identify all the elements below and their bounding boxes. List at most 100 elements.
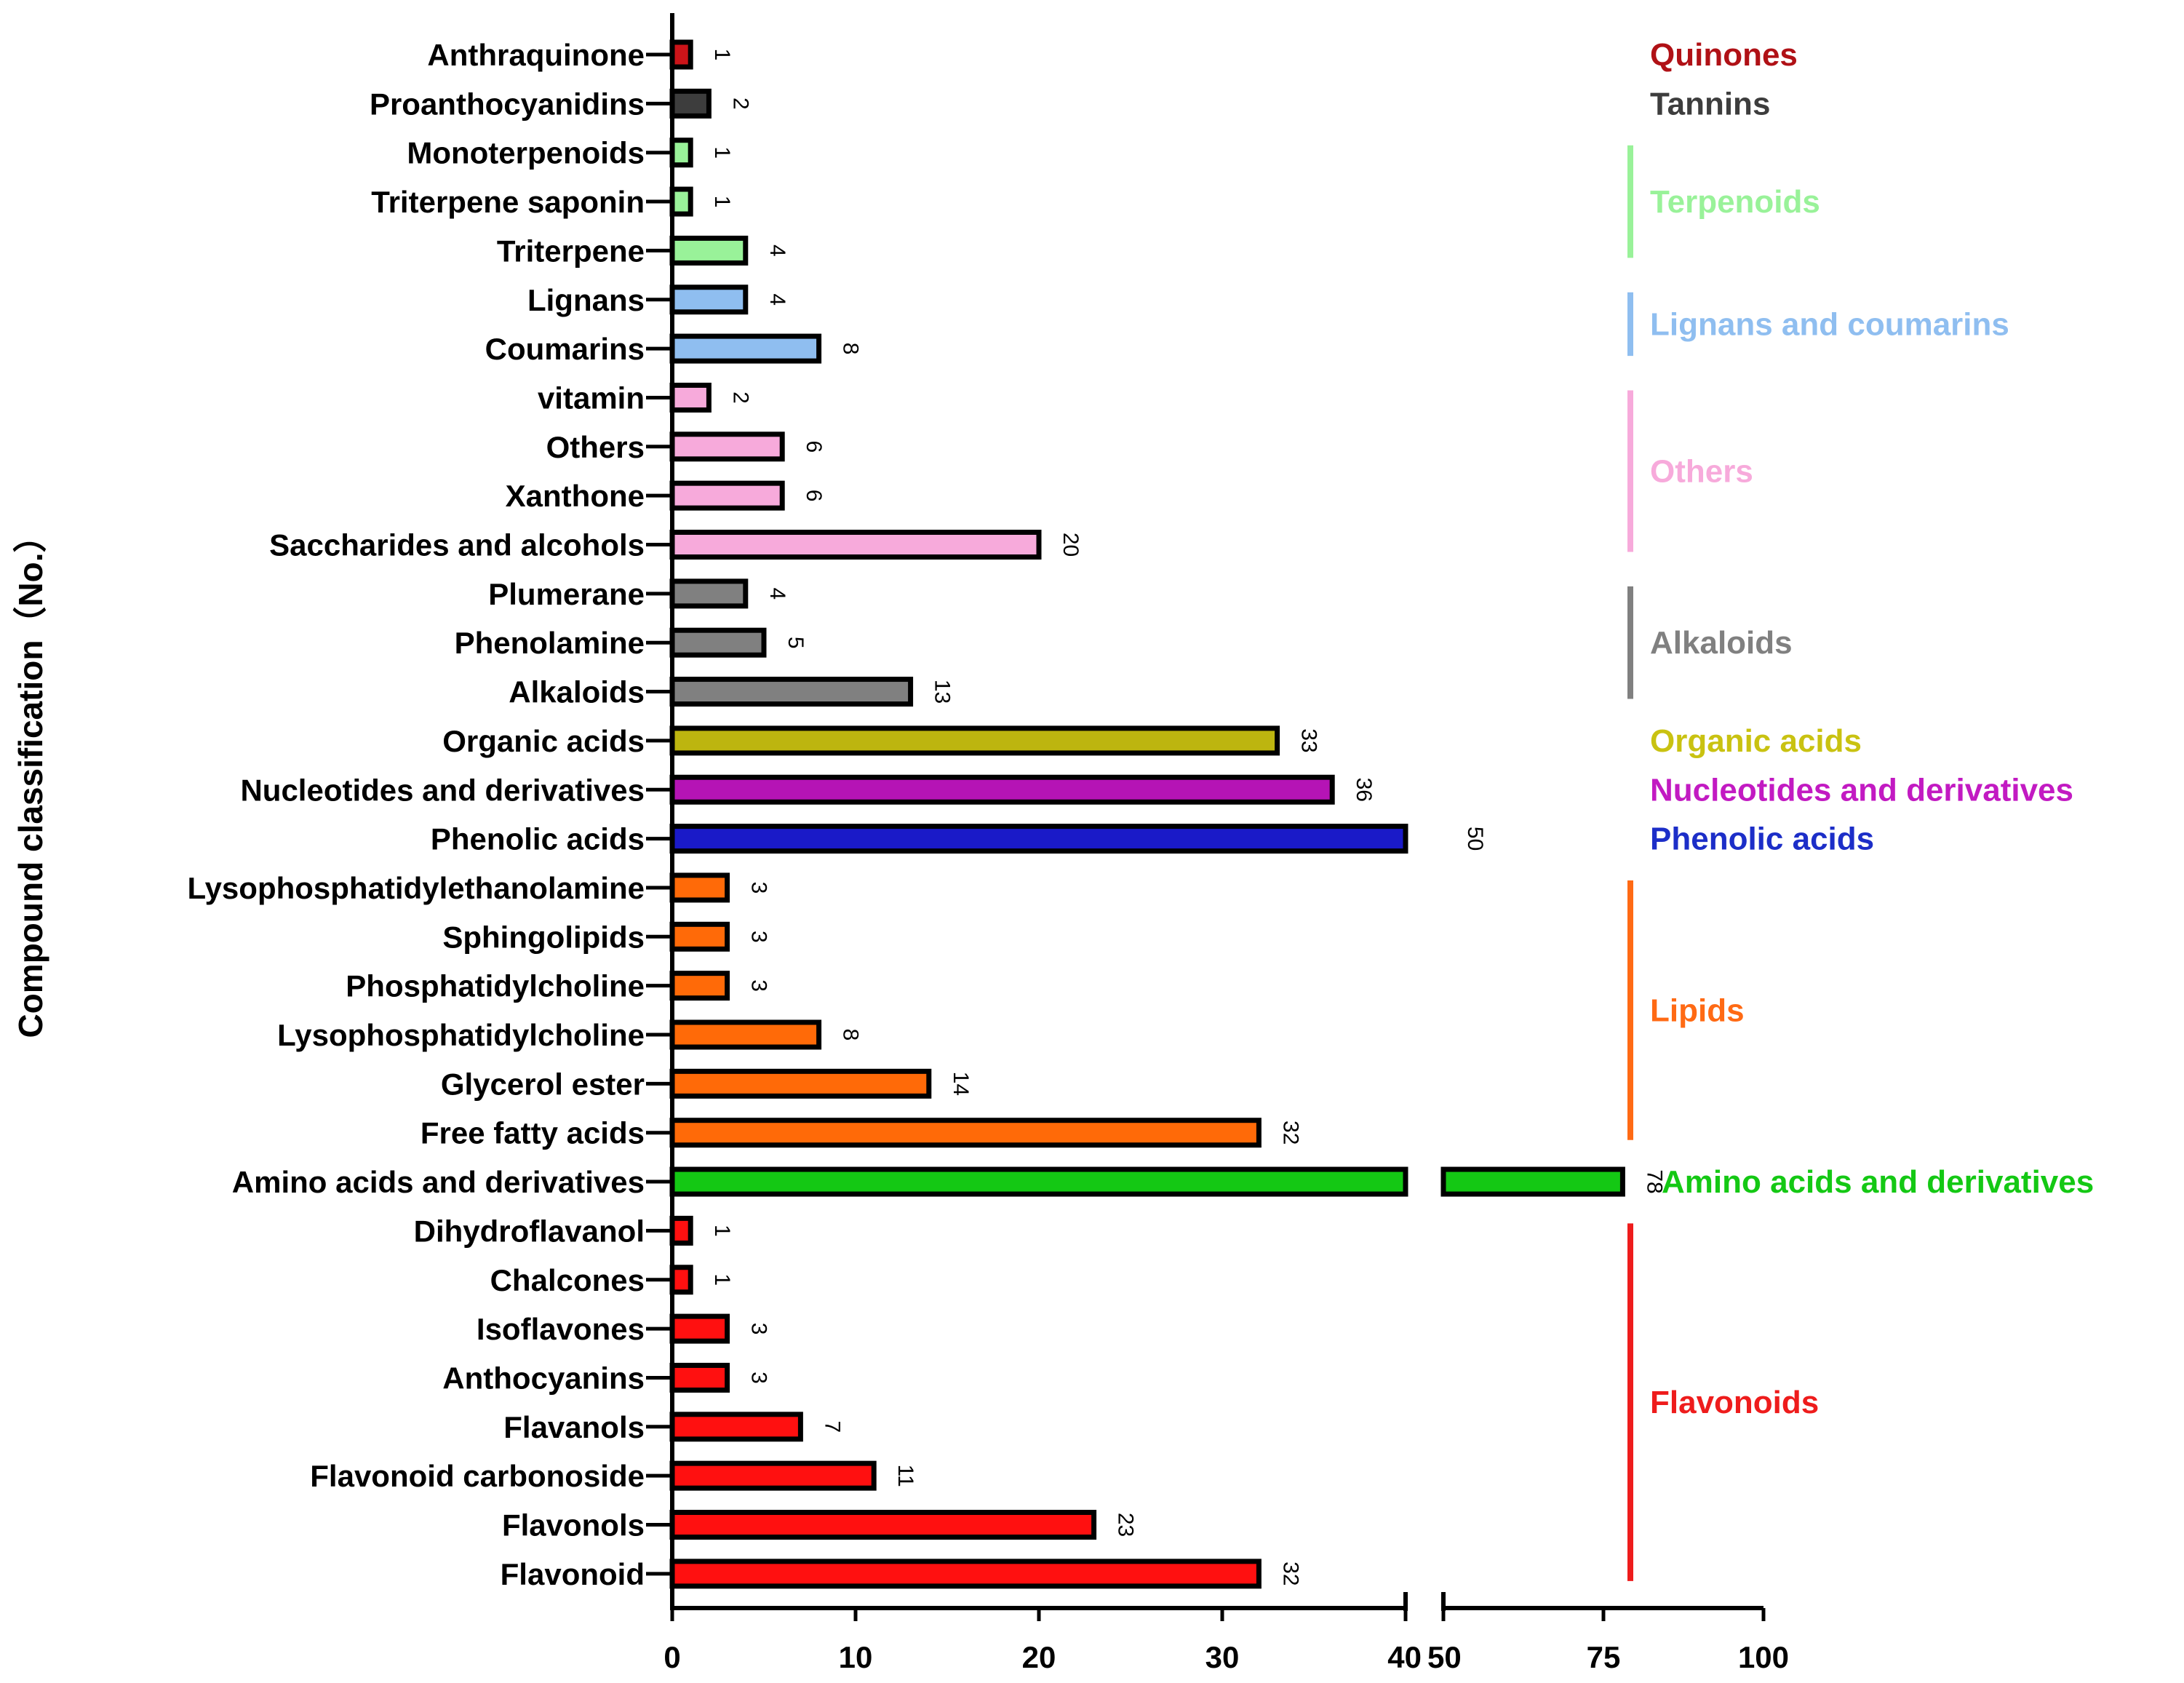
x-tick-label-30: 30 (1205, 1640, 1240, 1674)
value-label-flavanols: 7 (820, 1420, 844, 1433)
bar-plumerane (669, 578, 749, 609)
category-label-glycerol-ester: Glycerol ester (441, 1067, 645, 1101)
value-label-anthocyanins: 3 (747, 1372, 771, 1384)
value-label-nucleotides-and-derivatives: 36 (1352, 778, 1376, 802)
value-label-free-fatty-acids: 32 (1278, 1121, 1302, 1145)
category-label-triterpene: Triterpene (497, 234, 645, 268)
group-label-terpenoids: Terpenoids (1650, 184, 1820, 220)
category-label-lysophosphatidylcholine: Lysophosphatidylcholine (277, 1018, 645, 1052)
category-label-proanthocyanidins: Proanthocyanidins (370, 87, 645, 121)
bar-dihydroflavanol (669, 1215, 693, 1246)
x-tick-label-10: 10 (839, 1640, 873, 1674)
bar-flavanols (669, 1412, 803, 1442)
group-label-lignans-and-coumarins: Lignans and coumarins (1650, 306, 2009, 342)
bar-isoflavones (669, 1313, 730, 1344)
value-label-xanthone: 6 (802, 490, 826, 502)
value-label-organic-acids: 33 (1297, 728, 1321, 752)
bar-amino-acids-and-derivatives (669, 1166, 1408, 1197)
bar-sphingolipids (669, 921, 730, 952)
bar-anthraquinone (669, 39, 693, 70)
y-axis-title: Compound classification（No.） (12, 519, 49, 1038)
bar-triterpene (669, 235, 749, 266)
value-label-saccharides-and-alcohols: 20 (1059, 533, 1083, 557)
bar-others (669, 431, 785, 462)
bar-flavonols (669, 1510, 1097, 1540)
bar-flavonoid (669, 1559, 1262, 1589)
category-label-free-fatty-acids: Free fatty acids (421, 1116, 645, 1150)
bar-saccharides-and-alcohols (669, 530, 1042, 560)
category-label-saccharides-and-alcohols: Saccharides and alcohols (269, 528, 645, 562)
bar-phenolamine (669, 627, 767, 658)
value-label-chalcones: 1 (710, 1273, 734, 1286)
category-label-flavonoid: Flavonoid (501, 1557, 645, 1591)
value-label-flavonoid: 32 (1278, 1561, 1302, 1585)
group-label-alkaloids: Alkaloids (1650, 625, 1793, 661)
category-label-sphingolipids: Sphingolipids (442, 920, 645, 954)
value-label-phosphatidylcholine: 3 (747, 979, 771, 992)
bar-glycerol-ester (669, 1068, 932, 1099)
group-label-flavonoids: Flavonoids (1650, 1385, 1819, 1420)
axes-layer: 0 10 20 30 40 50 75 100 (646, 13, 1789, 1674)
group-label-quinones: Quinones (1650, 37, 1798, 73)
bar-vitamin (669, 382, 712, 413)
category-label-organic-acids: Organic acids (442, 724, 645, 758)
value-label-isoflavones: 3 (747, 1323, 771, 1335)
bar-lignans (669, 285, 749, 315)
value-label-lysophosphatidylethanolamine: 3 (747, 882, 771, 894)
category-label-amino-acids-and-derivatives: Amino acids and derivatives (232, 1165, 645, 1199)
category-label-vitamin: vitamin (538, 381, 645, 415)
value-label-proanthocyanidins: 2 (728, 98, 752, 110)
value-label-phenolamine: 5 (784, 637, 808, 649)
value-label-lignans: 4 (765, 293, 789, 306)
bar-flavonoid-carbonoside (669, 1460, 877, 1491)
value-label-phenolic-acids: 50 (1463, 827, 1487, 851)
group-label-nucleotides-and-derivatives: Nucleotides and derivatives (1650, 772, 2073, 808)
bar-organic-acids (669, 725, 1280, 756)
category-label-triterpene-saponin: Triterpene saponin (371, 185, 645, 219)
category-label-flavanols: Flavanols (503, 1410, 645, 1444)
value-label-anthraquinone: 1 (710, 49, 734, 61)
group-label-phenolic-acids: Phenolic acids (1650, 821, 1874, 857)
y-axis-title-layer: Compound classification（No.） (12, 519, 49, 1038)
x-tick-label-50: 50 (1427, 1640, 1462, 1674)
x-tick-label-20: 20 (1022, 1640, 1056, 1674)
category-label-alkaloids: Alkaloids (509, 675, 645, 709)
x-tick-label-75: 75 (1587, 1640, 1621, 1674)
category-label-anthocyanins: Anthocyanins (442, 1361, 645, 1395)
x-tick-label-100: 100 (1738, 1640, 1789, 1674)
category-label-chalcones: Chalcones (490, 1263, 645, 1297)
category-label-dihydroflavanol: Dihydroflavanol (414, 1214, 645, 1248)
category-label-monoterpenoids: Monoterpenoids (407, 136, 645, 170)
bar-phenolic-acids (669, 824, 1408, 854)
category-label-nucleotides-and-derivatives: Nucleotides and derivatives (240, 773, 645, 807)
group-label-others: Others (1650, 453, 1753, 489)
value-label-triterpene: 4 (765, 244, 789, 257)
category-label-flavonoid-carbonoside: Flavonoid carbonoside (310, 1459, 645, 1493)
bar-triterpene-saponin (669, 186, 693, 217)
value-label-glycerol-ester: 14 (949, 1072, 973, 1096)
category-label-lysophosphatidylethanolamine: Lysophosphatidylethanolamine (187, 871, 645, 905)
value-label-coumarins: 8 (839, 343, 863, 355)
category-label-others: Others (546, 430, 645, 464)
category-label-anthraquinone: Anthraquinone (427, 38, 645, 72)
bar-chalcones (669, 1265, 693, 1295)
bar-nucleotides-and-derivatives (669, 774, 1335, 805)
group-legend-layer: Quinones Tannins Terpenoids Lignans and cou… (1627, 37, 2094, 1581)
value-label-monoterpenoids: 1 (710, 146, 734, 159)
value-labels-layer: 1211448266204513333650333814327811337112… (710, 49, 1666, 1586)
category-label-phosphatidylcholine: Phosphatidylcholine (346, 969, 645, 1003)
category-label-phenolamine: Phenolamine (455, 626, 645, 660)
value-label-others: 6 (802, 440, 826, 453)
value-label-plumerane: 4 (765, 588, 789, 600)
bar-amino-acids-and-derivatives-continued (1440, 1166, 1625, 1197)
group-label-amino-acids-and-derivatives: Amino acids and derivatives (1662, 1164, 2094, 1200)
group-label-organic-acids: Organic acids (1650, 723, 1862, 759)
value-label-triterpene-saponin: 1 (710, 196, 734, 208)
bar-monoterpenoids (669, 138, 693, 168)
category-label-phenolic-acids: Phenolic acids (431, 822, 645, 856)
category-label-plumerane: Plumerane (488, 577, 645, 611)
bar-anthocyanins (669, 1362, 730, 1393)
category-label-xanthone: Xanthone (506, 479, 645, 513)
value-label-lysophosphatidylcholine: 8 (839, 1029, 863, 1041)
group-label-lipids: Lipids (1650, 992, 1745, 1028)
